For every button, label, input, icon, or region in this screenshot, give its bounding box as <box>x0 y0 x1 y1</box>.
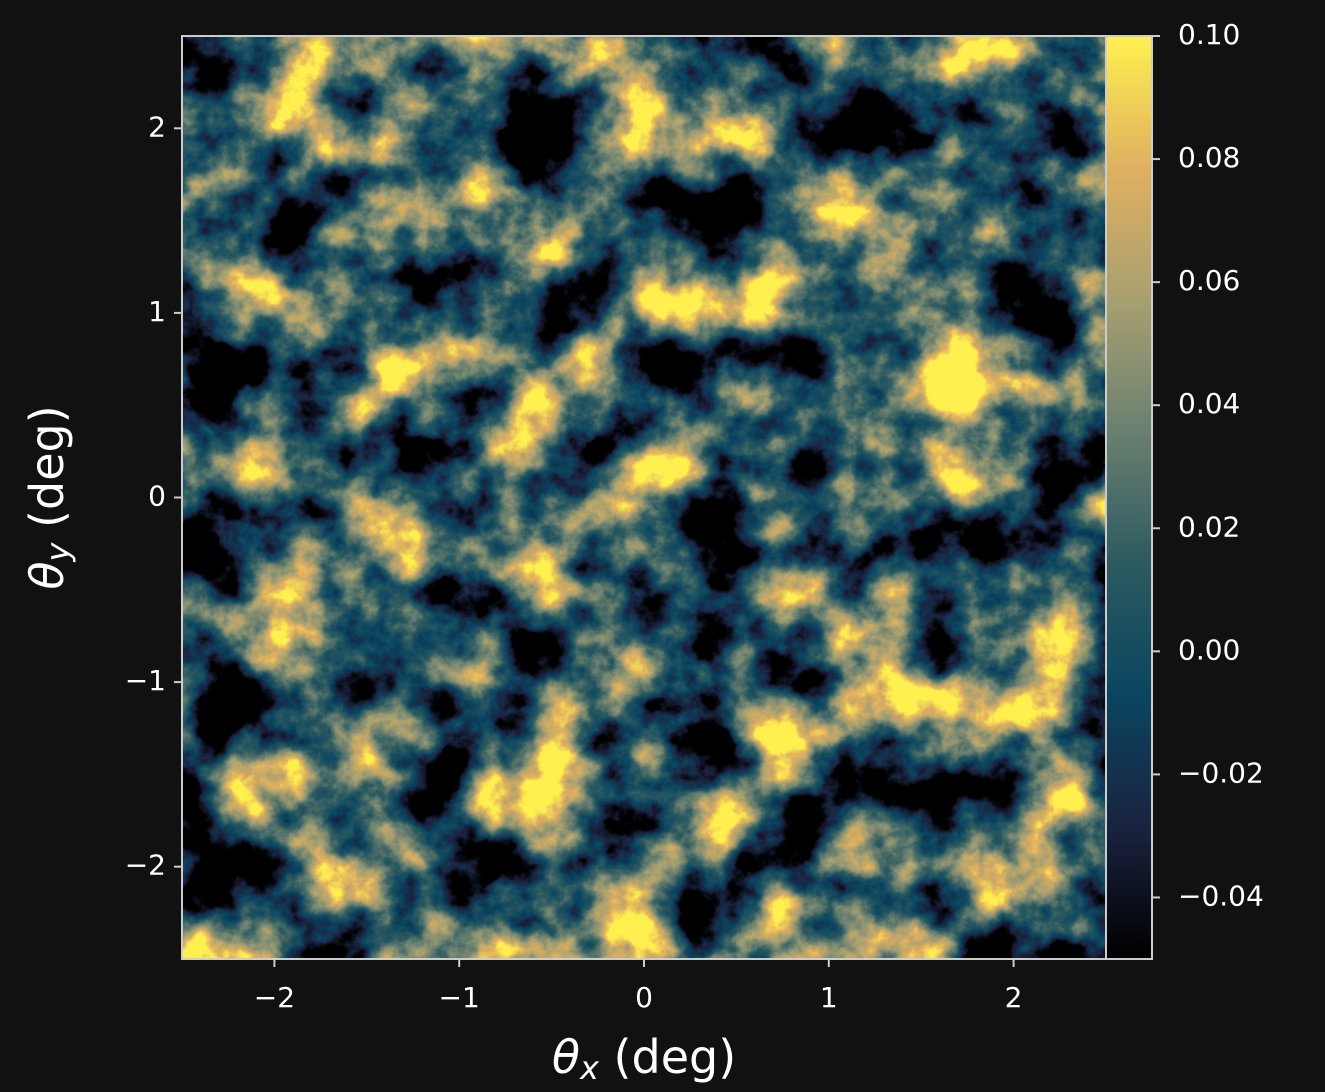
colorbar-tick-label: −0.04 <box>1178 879 1264 912</box>
colorbar-tick-label: 0.00 <box>1178 633 1240 666</box>
x-axis-label-subscript: x <box>579 1049 600 1087</box>
y-tick-label: 0 <box>148 480 166 513</box>
image-field <box>182 36 1106 959</box>
colorbar <box>1106 36 1152 959</box>
y-axis-label-unit: (deg) <box>20 405 74 542</box>
y-tick-label: −2 <box>125 849 166 882</box>
x-axis-label-symbol: θ <box>552 1030 580 1084</box>
colorbar-tick-label: 0.06 <box>1178 264 1240 297</box>
colorbar-tick-label: 0.08 <box>1178 141 1240 174</box>
x-tick-label: 0 <box>635 981 653 1014</box>
colorbar-tick-label: 0.02 <box>1178 510 1240 543</box>
colorbar-tick-label: −0.02 <box>1178 756 1264 789</box>
y-axis-label-symbol: θ <box>20 562 74 590</box>
colorbar-tick-label: 0.04 <box>1178 387 1240 420</box>
colorbar-frame <box>1105 35 1153 960</box>
x-tick-label: −2 <box>254 981 295 1014</box>
y-axis-label-subscript: y <box>39 542 77 563</box>
y-tick-label: −1 <box>125 664 166 697</box>
x-tick-label: −1 <box>439 981 480 1014</box>
x-axis-label: θx (deg) <box>552 1030 736 1088</box>
y-axis-label: θy (deg) <box>20 405 78 589</box>
y-tick-label: 1 <box>148 295 166 328</box>
x-tick-label: 1 <box>820 981 838 1014</box>
y-tick-label: 2 <box>148 110 166 143</box>
x-tick-label: 2 <box>1005 981 1023 1014</box>
colorbar-tick-label: 0.10 <box>1178 18 1240 51</box>
x-axis-label-unit: (deg) <box>599 1030 736 1084</box>
